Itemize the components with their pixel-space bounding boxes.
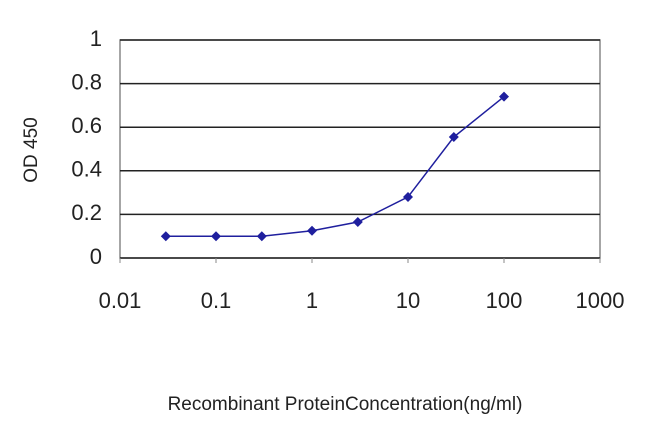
y-tick-label: 0.6 — [71, 113, 102, 138]
x-tick-label: 0.1 — [201, 288, 232, 313]
data-point — [403, 191, 413, 202]
plot-area — [119, 39, 601, 259]
data-point — [256, 231, 267, 242]
y-tick-label: 0.2 — [71, 200, 102, 225]
data-point — [307, 225, 317, 236]
x-tick-label: 1 — [306, 288, 318, 313]
y-tick-label: 0.4 — [71, 157, 102, 182]
data-point — [499, 91, 509, 102]
x-tick-label: 100 — [486, 288, 523, 313]
data-line — [165, 96, 505, 237]
data-point — [160, 231, 171, 242]
y-tick-label: 0 — [90, 244, 102, 269]
data-point — [211, 231, 221, 242]
x-axis-label: Recombinant ProteinConcentration(ng/ml) — [168, 394, 523, 415]
y-tick-label: 1 — [90, 26, 102, 51]
x-tick-label: 10 — [396, 288, 420, 313]
data-point — [448, 132, 459, 143]
y-axis-label: OD 450 — [21, 117, 42, 182]
y-tick-label: 0.8 — [71, 69, 102, 94]
x-tick-label: 0.01 — [99, 288, 142, 313]
x-tick-label: 1000 — [576, 288, 625, 313]
data-point — [352, 217, 363, 228]
